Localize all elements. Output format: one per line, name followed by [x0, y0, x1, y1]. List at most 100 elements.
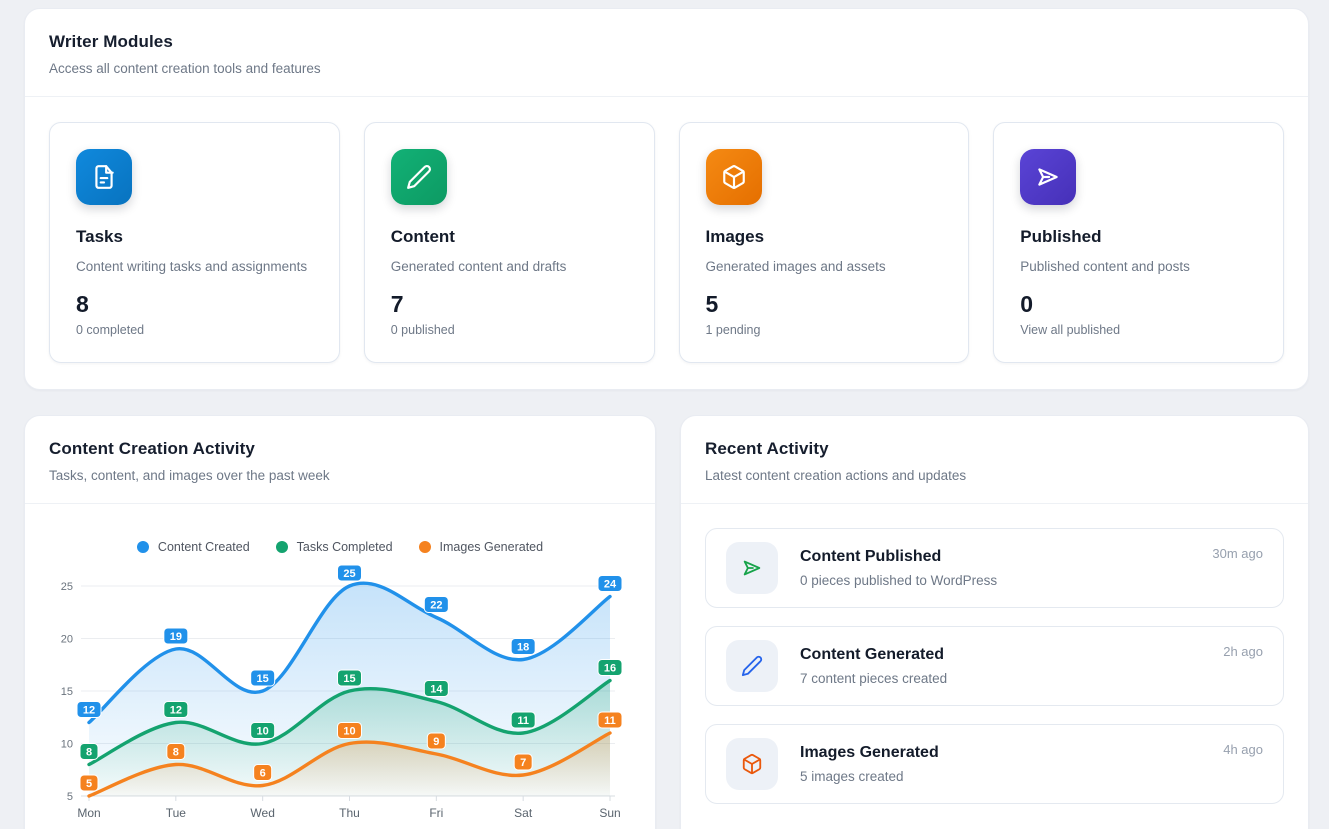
module-card-tasks[interactable]: Tasks Content writing tasks and assignme…: [49, 122, 340, 363]
activity-content: Content Generated 7 content pieces creat…: [800, 646, 1223, 686]
module-description: Generated content and drafts: [390, 259, 567, 274]
send-icon: [1020, 149, 1077, 205]
svg-text:15: 15: [61, 686, 73, 698]
recent-activity-list: Content Published 0 pieces published to …: [681, 504, 1308, 828]
activity-title: Content Published: [800, 548, 942, 565]
recent-activity-subtitle: Latest content creation actions and upda…: [705, 468, 967, 483]
activity-title: Images Generated: [800, 744, 939, 761]
svg-text:Tue: Tue: [166, 806, 187, 820]
bottom-row: Content Creation Activity Tasks, content…: [24, 415, 1309, 829]
svg-text:Sat: Sat: [514, 806, 533, 820]
svg-text:7: 7: [520, 757, 526, 769]
module-description: Generated images and assets: [705, 259, 886, 274]
svg-text:8: 8: [86, 747, 92, 759]
svg-text:8: 8: [173, 747, 179, 759]
svg-text:10: 10: [257, 726, 269, 738]
legend-label: Tasks Completed: [296, 540, 393, 554]
legend-item-tasks-completed[interactable]: Tasks Completed: [275, 540, 393, 554]
svg-text:14: 14: [430, 684, 443, 696]
writer-modules-header: Writer Modules Access all content creati…: [25, 9, 1308, 97]
send-icon: [726, 542, 778, 594]
module-subtext: 0 completed: [76, 323, 145, 337]
svg-text:15: 15: [343, 673, 355, 685]
pencil-icon: [726, 640, 778, 692]
content-creation-activity-panel: Content Creation Activity Tasks, content…: [24, 415, 656, 829]
chart-panel-subtitle: Tasks, content, and images over the past…: [49, 468, 330, 483]
svg-text:Sun: Sun: [599, 806, 620, 820]
svg-text:9: 9: [433, 736, 439, 748]
svg-text:16: 16: [604, 663, 616, 675]
package-icon: [726, 738, 778, 790]
package-icon: [705, 149, 762, 205]
module-description: Content writing tasks and assignments: [76, 259, 308, 274]
writer-modules-title: Writer Modules: [49, 32, 173, 51]
svg-text:25: 25: [61, 581, 73, 593]
module-count: 7: [390, 291, 404, 317]
module-subtext: View all published: [1020, 323, 1121, 337]
recent-activity-panel: Recent Activity Latest content creation …: [680, 415, 1309, 829]
module-title: Images: [705, 227, 765, 246]
activity-content: Content Published 0 pieces published to …: [800, 548, 1212, 588]
module-title: Published: [1020, 227, 1102, 246]
legend-dot-icon: [418, 541, 431, 553]
module-card-published[interactable]: Published Published content and posts 0 …: [993, 122, 1284, 363]
recent-activity-header: Recent Activity Latest content creation …: [681, 416, 1308, 504]
svg-text:18: 18: [517, 642, 529, 654]
chart-panel-title: Content Creation Activity: [49, 439, 255, 458]
recent-activity-title: Recent Activity: [705, 439, 829, 458]
legend-dot-icon: [275, 541, 288, 553]
activity-item-images-generated[interactable]: Images Generated 5 images created 4h ago: [705, 724, 1284, 804]
svg-text:11: 11: [517, 715, 529, 727]
modules-grid: Tasks Content writing tasks and assignme…: [25, 97, 1308, 389]
svg-text:5: 5: [86, 778, 92, 790]
module-title: Tasks: [76, 227, 123, 246]
activity-title: Content Generated: [800, 646, 945, 663]
module-count: 5: [705, 291, 719, 317]
legend-dot-icon: [136, 541, 149, 553]
svg-text:22: 22: [430, 600, 442, 612]
chart-legend: Content Created Tasks Completed Images G…: [25, 539, 655, 555]
chart-panel-header: Content Creation Activity Tasks, content…: [25, 416, 655, 504]
file-text-icon: [76, 149, 132, 205]
chart-body: Content Created Tasks Completed Images G…: [25, 539, 655, 829]
svg-text:6: 6: [260, 768, 266, 780]
activity-description: 0 pieces published to WordPress: [800, 573, 998, 588]
activity-timestamp: 2h ago: [1223, 644, 1263, 659]
svg-text:Thu: Thu: [339, 806, 360, 820]
svg-text:Wed: Wed: [250, 806, 274, 820]
module-count: 0: [1020, 291, 1034, 317]
svg-text:20: 20: [61, 634, 73, 646]
module-card-content[interactable]: Content Generated content and drafts 7 0…: [363, 122, 655, 363]
pencil-icon: [390, 149, 447, 205]
activity-line-chart: 5 10 15 20 25 Mon Tue Wed Thu Fri Sat Sun 12 19 15 25 22…: [61, 564, 623, 820]
svg-text:11: 11: [604, 715, 616, 727]
svg-text:24: 24: [604, 579, 617, 591]
activity-content: Images Generated 5 images created: [800, 744, 1223, 784]
svg-text:15: 15: [257, 673, 269, 685]
module-subtext: 1 pending: [705, 323, 761, 337]
svg-text:10: 10: [343, 726, 355, 738]
activity-timestamp: 30m ago: [1212, 546, 1263, 561]
module-card-images[interactable]: Images Generated images and assets 5 1 p…: [678, 122, 970, 363]
legend-label: Images Generated: [439, 540, 544, 554]
activity-description: 5 images created: [800, 769, 904, 784]
legend-item-content-created[interactable]: Content Created: [136, 540, 250, 554]
svg-text:10: 10: [61, 739, 73, 751]
svg-text:Fri: Fri: [429, 806, 443, 820]
activity-description: 7 content pieces created: [800, 671, 948, 686]
module-count: 8: [76, 291, 89, 317]
svg-text:19: 19: [170, 631, 182, 643]
activity-timestamp: 4h ago: [1223, 742, 1263, 757]
legend-item-images-generated[interactable]: Images Generated: [418, 540, 544, 554]
module-title: Content: [390, 227, 455, 246]
module-description: Published content and posts: [1020, 259, 1190, 274]
svg-text:25: 25: [343, 568, 355, 580]
writer-modules-subtitle: Access all content creation tools and fe…: [49, 61, 321, 76]
writer-modules-panel: Writer Modules Access all content creati…: [24, 8, 1309, 390]
module-subtext: 0 published: [390, 323, 455, 337]
svg-text:Mon: Mon: [77, 806, 100, 820]
activity-item-content-published[interactable]: Content Published 0 pieces published to …: [705, 528, 1284, 608]
legend-label: Content Created: [157, 540, 250, 554]
activity-item-content-generated[interactable]: Content Generated 7 content pieces creat…: [705, 626, 1284, 706]
